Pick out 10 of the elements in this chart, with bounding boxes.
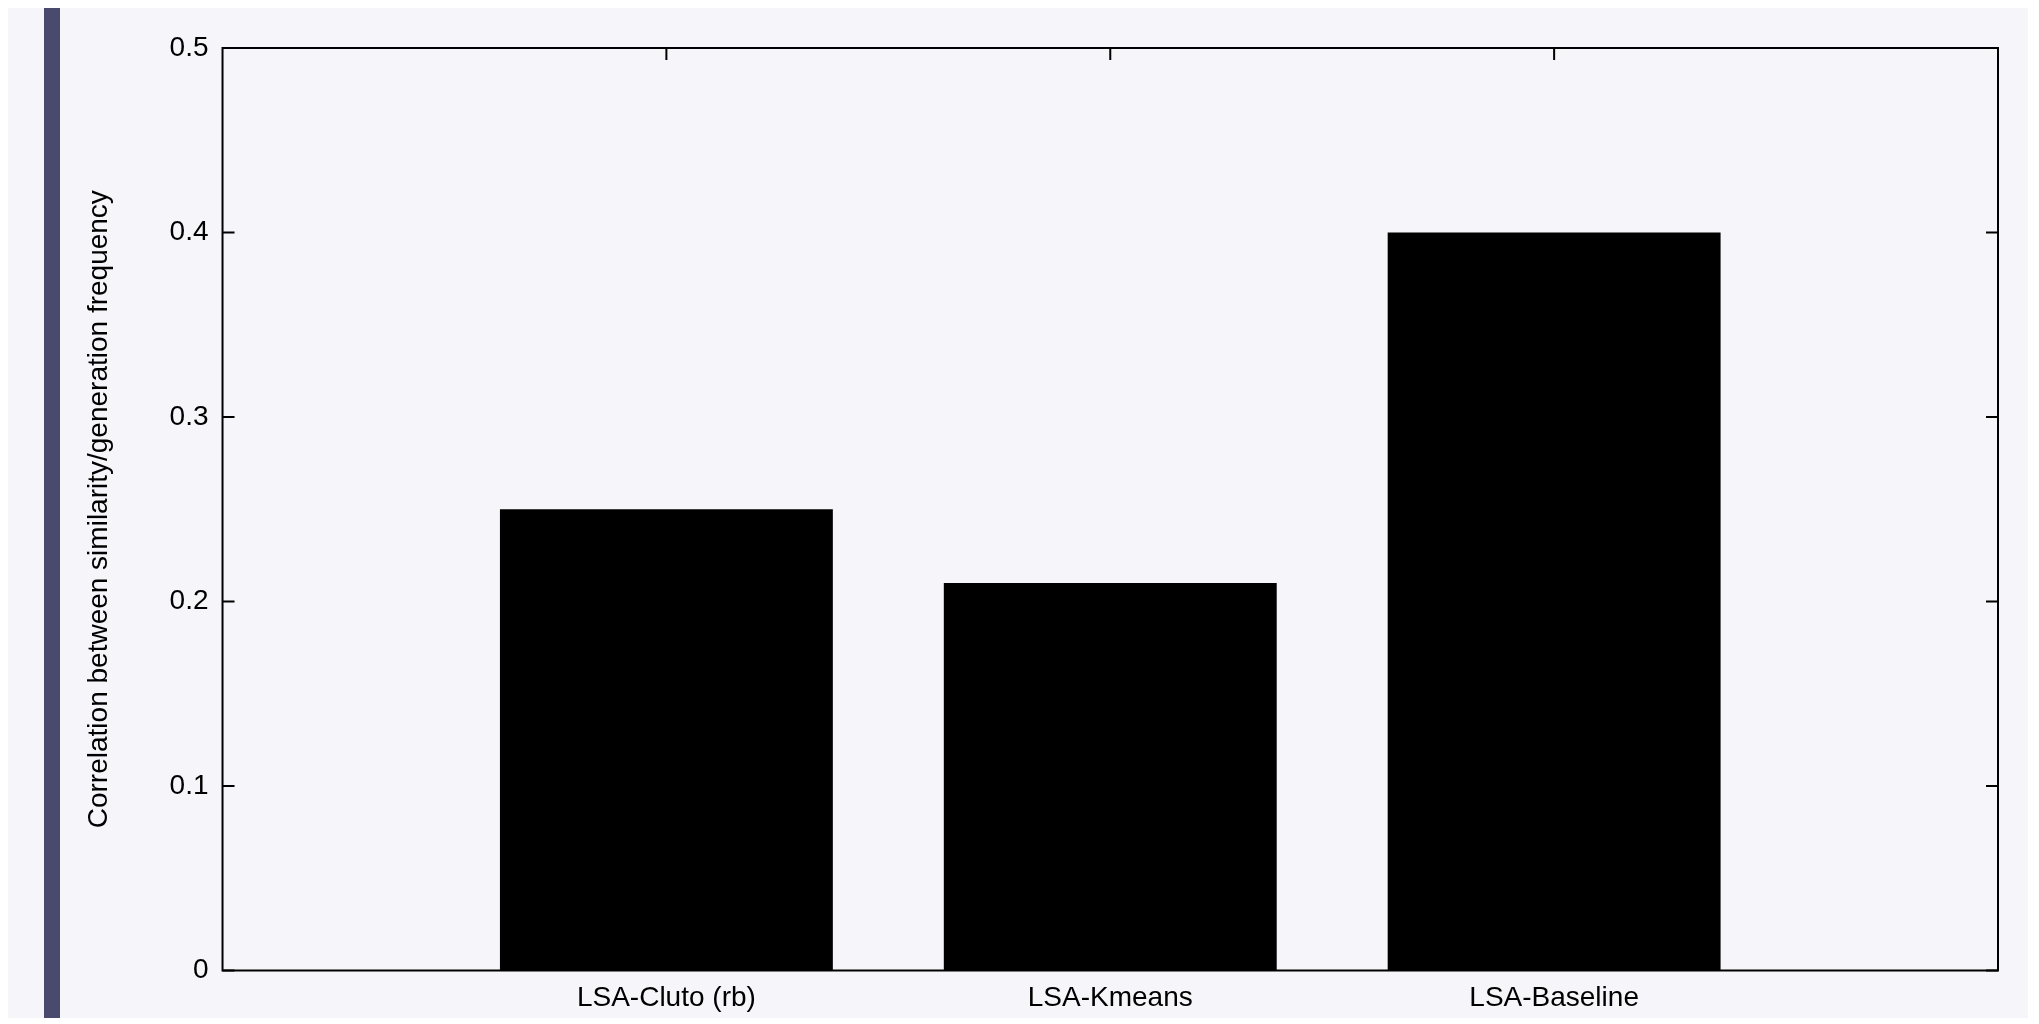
y-tick-label: 0 — [192, 953, 209, 985]
y-tick-label: 0.2 — [169, 584, 209, 616]
x-tick-label: LSA-Baseline — [1469, 980, 1639, 1012]
x-tick-label: LSA-Kmeans — [1027, 980, 1193, 1012]
y-tick-label: 0.1 — [169, 768, 209, 800]
y-tick-label: 0.4 — [169, 215, 209, 247]
y-axis-title: Correlation between similarity/generation frequency — [81, 190, 113, 829]
x-tick-label: LSA-Cluto (rb) — [576, 980, 756, 1012]
y-tick-label: 0.5 — [169, 30, 209, 62]
y-tick-label: 0.3 — [169, 399, 209, 431]
